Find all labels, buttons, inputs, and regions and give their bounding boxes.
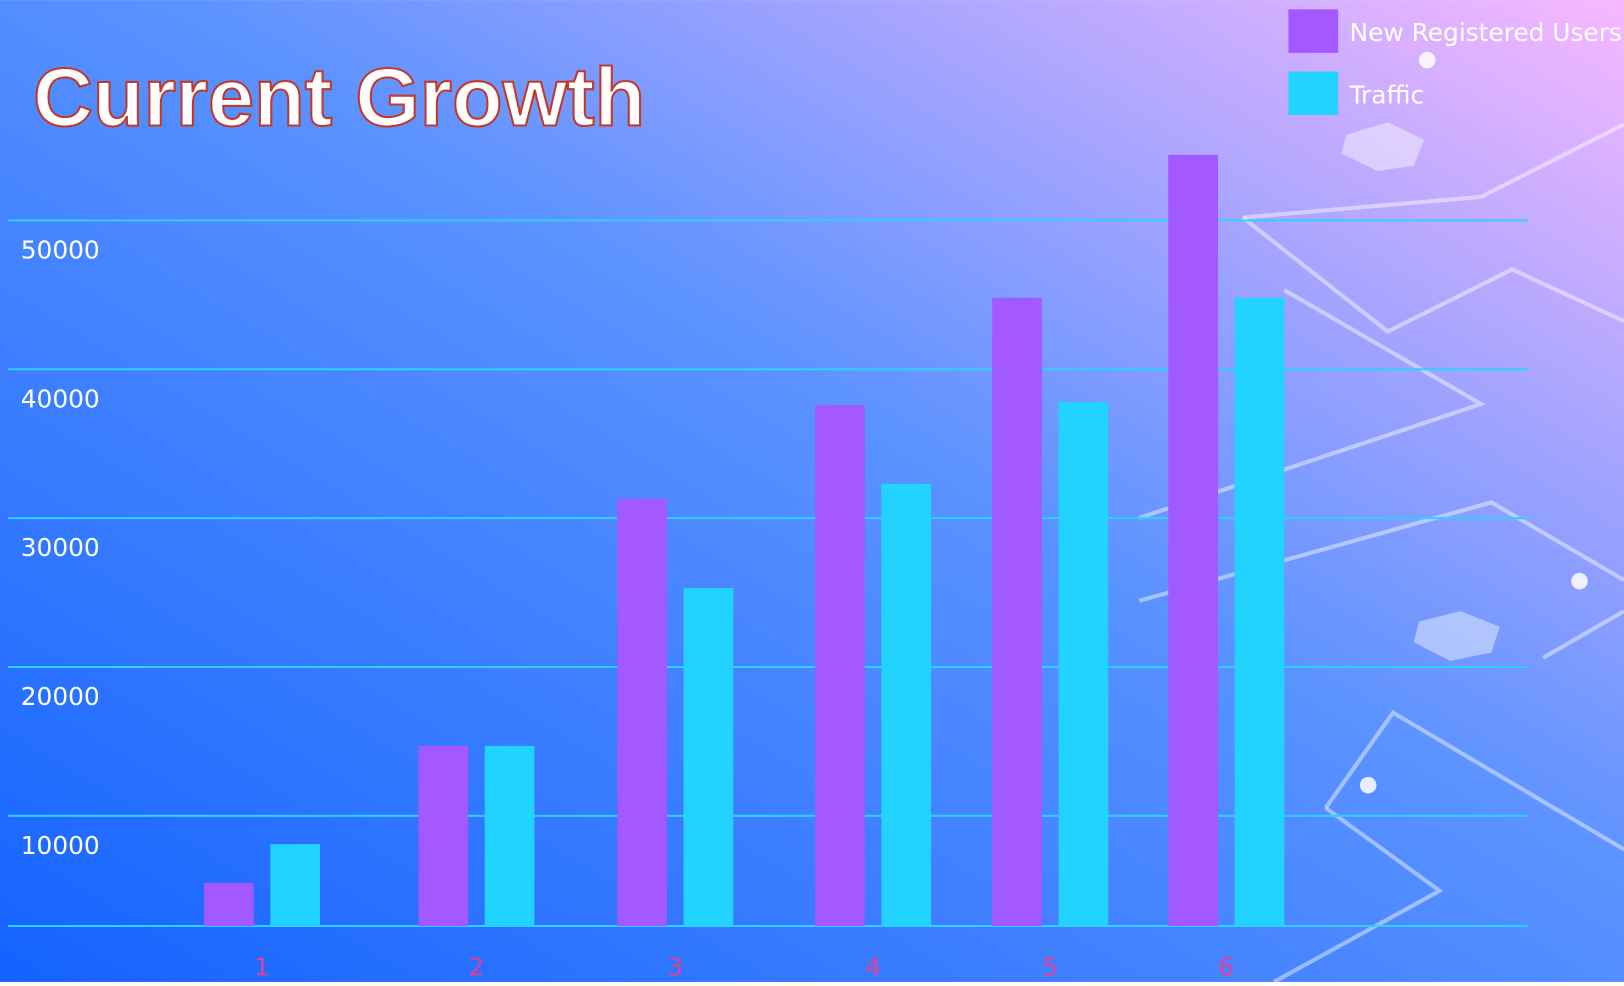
bar [270, 844, 321, 926]
y-tick-label: 10000 [21, 831, 100, 860]
bar [418, 745, 469, 926]
x-tick-label: 4 [865, 952, 881, 981]
bar [992, 297, 1042, 926]
x-tick-label: 3 [667, 952, 683, 981]
bar [617, 498, 667, 926]
legend-swatch [1288, 71, 1339, 116]
bar [204, 882, 254, 926]
x-tick-label: 6 [1218, 952, 1234, 981]
chart-title: Current Growth [33, 51, 645, 144]
legend-swatch [1288, 9, 1339, 53]
bar [484, 745, 535, 926]
x-tick-label: 2 [469, 952, 485, 981]
bar [1058, 402, 1109, 927]
bar [683, 588, 734, 926]
legend-label: New Registered Users [1350, 18, 1622, 47]
bar [815, 404, 865, 926]
legend-label: Traffic [1349, 80, 1425, 109]
bar [1234, 297, 1285, 926]
y-tick-label: 20000 [21, 682, 100, 711]
y-tick-label: 50000 [21, 235, 100, 264]
y-tick-label: 30000 [21, 533, 100, 562]
x-tick-label: 1 [254, 952, 270, 981]
x-tick-label: 5 [1042, 952, 1058, 981]
decoration [1341, 51, 1588, 794]
bar [881, 483, 932, 926]
y-tick-label: 40000 [21, 384, 100, 413]
bar [1168, 154, 1218, 927]
